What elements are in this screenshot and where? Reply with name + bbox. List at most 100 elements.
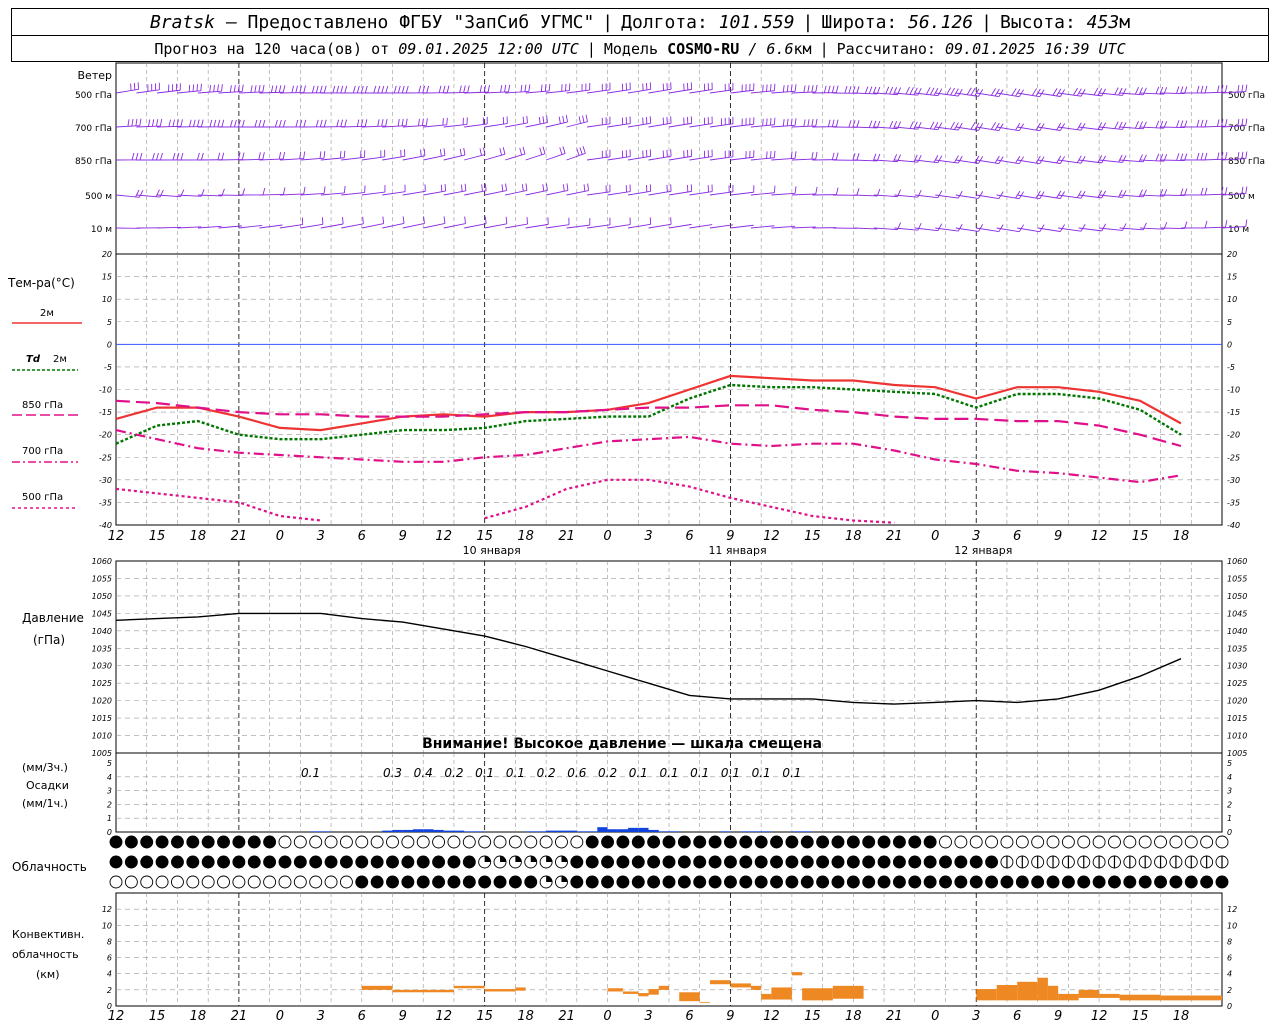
cloud-symbol [278,855,292,869]
wind-level-right-0: 500 гПа [1228,91,1265,101]
wind-barb-feather [835,187,839,195]
wind-barb-feather [868,86,873,94]
cloud-symbol [693,835,707,849]
temp-tick-right: 10 [1227,295,1237,304]
cloud-symbol [432,875,446,889]
wind-barb-feather [762,84,764,92]
precip-tick-left: 2 [107,800,112,809]
cloud-symbol [1015,875,1029,889]
temp-title: Тем-ра(°C) [7,276,75,290]
x-tick-label: 9 [726,1009,734,1024]
cloud-symbol [677,875,691,889]
cloud-symbol [954,875,968,889]
cloud-symbol [447,835,461,849]
forecast-prefix: Прогноз на 120 часа(ов) от [154,39,390,58]
x-tick-label: 15 [804,529,821,544]
wind-barb-feather [770,118,772,126]
wind-barb-feather [1225,220,1228,228]
x-tick-label: 21 [558,1009,575,1024]
conv-bar [699,1001,710,1003]
wind-barb [935,159,959,164]
cloud-symbol [770,855,783,869]
x-tick-label: 6 [685,529,693,544]
cloud-symbol [432,835,446,849]
wind-barb-feather [303,151,306,159]
wind-barb-feather [1138,121,1143,129]
temp-tick-left: -35 [99,498,112,507]
x-tick-label: 18 [845,529,862,544]
wind-barb [771,192,796,196]
cloud-cover-panel [109,835,1229,889]
precip-bar [669,831,680,832]
wind-barb-feather [1204,85,1208,94]
wind-barb-feather [188,119,192,127]
wind-barb [197,225,222,229]
conv-tick-left: 8 [107,937,112,946]
wind-barb-feather [1134,121,1139,129]
wind-barb-feather [197,152,200,161]
wind-barb [341,156,365,161]
wind-barb-feather [278,152,282,160]
cloud-symbol [908,835,922,849]
wind-barb-feather [423,148,426,156]
cloud-symbol [370,835,384,849]
wind-barb-feather [364,119,368,127]
wind-barb [1221,226,1246,229]
wind-barb-feather [1039,89,1045,97]
cloud-symbol [186,855,200,869]
cloud-symbol [493,835,507,849]
legend-t2m-label: 2м [40,308,54,319]
wind-barb-feather [1122,155,1127,163]
wind-barb-feather [405,85,409,94]
wind-barb-feather [1059,156,1066,164]
x-tick-label: 12 [1091,1009,1108,1024]
wind-barb-feather [876,188,881,197]
wind-barb-feather [933,88,939,96]
wind-barb-feather [1039,156,1045,164]
wind-barb-feather [160,152,163,161]
cloud-symbol [324,835,338,849]
cloud-symbol [662,855,676,869]
lat-label: Широта: [821,11,898,33]
precip-tick-left: 5 [107,759,112,768]
wind-barb-feather [319,151,322,159]
wind-barb-feather [344,119,347,127]
wind-barb [361,156,385,161]
x-tick-label: 6 [685,1009,693,1024]
cloud-symbol [124,855,138,869]
wind-barb-feather [790,118,793,126]
wind-barb [1017,227,1040,233]
wind-barb-feather [274,85,278,93]
wind-barb-feather [1122,88,1127,96]
wind-barb-feather [237,84,240,92]
station-name: Bratsk [149,11,215,33]
wind-barb [853,227,878,230]
cloud-symbol [201,855,215,869]
pressure-tick-right: 1030 [1227,662,1247,671]
wind-barb-feather [229,119,233,128]
wind-barb-feather [393,85,397,94]
wind-barb-feather [422,85,426,93]
pressure-tick-left: 1015 [92,714,112,723]
wind-level-right-3: 500 м [1228,192,1255,202]
pressure-tick-right: 1035 [1227,644,1247,653]
cloud-symbol [386,875,399,889]
wind-barb-feather [905,86,910,95]
wind-barb-feather [233,84,236,93]
wind-barb [156,226,181,229]
wind-barb-feather [1142,189,1147,198]
wind-barb-feather [950,87,955,96]
wind-barb-feather [1059,89,1066,97]
cloud-symbol [954,855,968,869]
cloud-symbol [1138,875,1152,889]
wind-barb-feather [990,122,997,130]
wind-barb-feather [929,87,935,96]
wind-barb-feather [1056,88,1062,97]
wind-barb-feather [1097,190,1103,198]
wind-barb-feather [1097,155,1103,163]
wind-barb-feather [323,186,326,194]
precip-bar [761,831,772,832]
conv-title-3: (км) [36,968,60,981]
precip-tick-right: 2 [1227,800,1232,809]
wind-barb-feather [1073,87,1078,96]
